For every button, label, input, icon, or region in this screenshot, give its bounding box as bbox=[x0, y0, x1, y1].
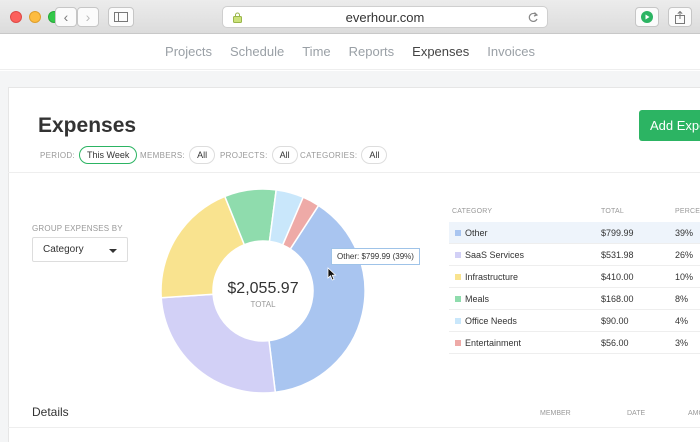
sidebar-toggle-button[interactable] bbox=[108, 7, 134, 27]
row-total: $56.00 bbox=[601, 338, 629, 348]
row-category: Other bbox=[465, 228, 488, 238]
total-label: TOTAL bbox=[250, 300, 276, 309]
lock-icon bbox=[233, 12, 242, 23]
row-percent: 4% bbox=[675, 316, 689, 326]
forward-button[interactable]: › bbox=[77, 7, 99, 27]
row-total: $90.00 bbox=[601, 316, 629, 326]
extension-button[interactable] bbox=[635, 7, 659, 27]
table-row[interactable]: Entertainment $56.00 3% bbox=[449, 332, 700, 354]
share-button[interactable] bbox=[668, 7, 692, 27]
swatch-office-needs bbox=[455, 318, 461, 324]
play-icon bbox=[641, 11, 653, 23]
period-pill[interactable]: This Week bbox=[79, 146, 138, 164]
minimize-window-button[interactable] bbox=[29, 11, 41, 23]
row-percent: 10% bbox=[675, 272, 694, 282]
swatch-other bbox=[455, 230, 461, 236]
period-filter: PERIOD: This Week bbox=[40, 146, 138, 164]
group-by-value: Category bbox=[43, 244, 84, 255]
swatch-infrastructure bbox=[455, 274, 461, 280]
member-header: MEMBER bbox=[540, 410, 571, 417]
categories-filter: CATEGORIES: All bbox=[300, 146, 388, 164]
address-bar[interactable]: everhour.com bbox=[222, 6, 548, 28]
nav-invoices[interactable]: Invoices bbox=[487, 44, 535, 59]
donut-slice-infrastructure[interactable] bbox=[160, 195, 246, 299]
table-row[interactable]: SaaS Services $531.98 26% bbox=[449, 244, 700, 266]
row-total: $410.00 bbox=[601, 272, 634, 282]
chevron-left-icon: ‹ bbox=[63, 9, 69, 25]
sidebar-icon bbox=[114, 12, 128, 22]
back-button[interactable]: ‹ bbox=[55, 7, 77, 27]
group-by-label: GROUP EXPENSES BY bbox=[32, 224, 123, 233]
nav-reports[interactable]: Reports bbox=[348, 44, 395, 59]
percent-header: PERCENT bbox=[675, 208, 700, 215]
members-pill[interactable]: All bbox=[189, 146, 216, 164]
nav-projects[interactable]: Projects bbox=[165, 44, 212, 59]
swatch-meals bbox=[455, 296, 461, 302]
total-value: $2,055.97 bbox=[227, 280, 299, 297]
row-percent: 39% bbox=[675, 228, 694, 238]
row-total: $799.99 bbox=[601, 228, 634, 238]
period-label: PERIOD: bbox=[40, 150, 75, 160]
chevron-right-icon: › bbox=[85, 9, 91, 25]
row-category: Office Needs bbox=[465, 316, 517, 326]
table-row[interactable]: Other $799.99 39% bbox=[449, 222, 700, 244]
swatch-entertainment bbox=[455, 340, 461, 346]
amount-header: AMOUNT bbox=[688, 410, 700, 417]
projects-pill[interactable]: All bbox=[271, 146, 298, 164]
share-icon bbox=[675, 10, 685, 24]
row-category: Meals bbox=[465, 294, 490, 304]
categories-label: CATEGORIES: bbox=[300, 150, 358, 160]
table-row[interactable]: Meals $168.00 8% bbox=[449, 288, 700, 310]
swatch-saas bbox=[455, 252, 461, 258]
members-filter: MEMBERS: All bbox=[140, 146, 216, 164]
categories-pill[interactable]: All bbox=[361, 146, 388, 164]
row-category: SaaS Services bbox=[465, 250, 525, 260]
url-text: everhour.com bbox=[345, 9, 425, 25]
row-category: Infrastructure bbox=[465, 272, 519, 282]
projects-filter: PROJECTS: All bbox=[220, 146, 298, 164]
mouse-cursor-icon bbox=[327, 267, 337, 281]
close-window-button[interactable] bbox=[10, 11, 22, 23]
details-title: Details bbox=[32, 405, 69, 419]
donut-slice-entertainment[interactable] bbox=[281, 196, 320, 251]
date-header: DATE bbox=[627, 410, 646, 417]
main-nav: Projects Schedule Time Reports Expenses … bbox=[0, 34, 700, 70]
nav-expenses[interactable]: Expenses bbox=[412, 44, 470, 59]
row-category: Entertainment bbox=[465, 338, 522, 348]
members-label: MEMBERS: bbox=[140, 150, 186, 160]
caret-down-icon bbox=[109, 249, 117, 253]
browser-toolbar: ‹ › everhour.com bbox=[0, 0, 700, 34]
reload-icon[interactable] bbox=[527, 10, 539, 24]
page-title: Expenses bbox=[38, 114, 137, 137]
table-row[interactable]: Infrastructure $410.00 10% bbox=[449, 266, 700, 288]
expenses-donut-chart bbox=[160, 188, 366, 394]
row-percent: 8% bbox=[675, 294, 689, 304]
details-divider bbox=[8, 427, 700, 428]
category-header: CATEGORY bbox=[452, 208, 493, 215]
table-row[interactable]: Office Needs $90.00 4% bbox=[449, 310, 700, 332]
nav-time[interactable]: Time bbox=[302, 44, 331, 59]
total-header: TOTAL bbox=[601, 208, 624, 215]
nav-schedule[interactable]: Schedule bbox=[230, 44, 285, 59]
projects-label: PROJECTS: bbox=[220, 150, 268, 160]
row-total: $168.00 bbox=[601, 294, 634, 304]
row-percent: 3% bbox=[675, 338, 689, 348]
donut-slice-saas-services[interactable] bbox=[160, 293, 277, 394]
group-by-select[interactable]: Category bbox=[32, 237, 128, 262]
row-total: $531.98 bbox=[601, 250, 634, 260]
add-expense-button[interactable]: Add Expense bbox=[639, 110, 700, 141]
chart-tooltip: Other: $799.99 (39%) bbox=[331, 248, 420, 265]
row-percent: 26% bbox=[675, 250, 694, 260]
header-divider bbox=[8, 172, 700, 173]
